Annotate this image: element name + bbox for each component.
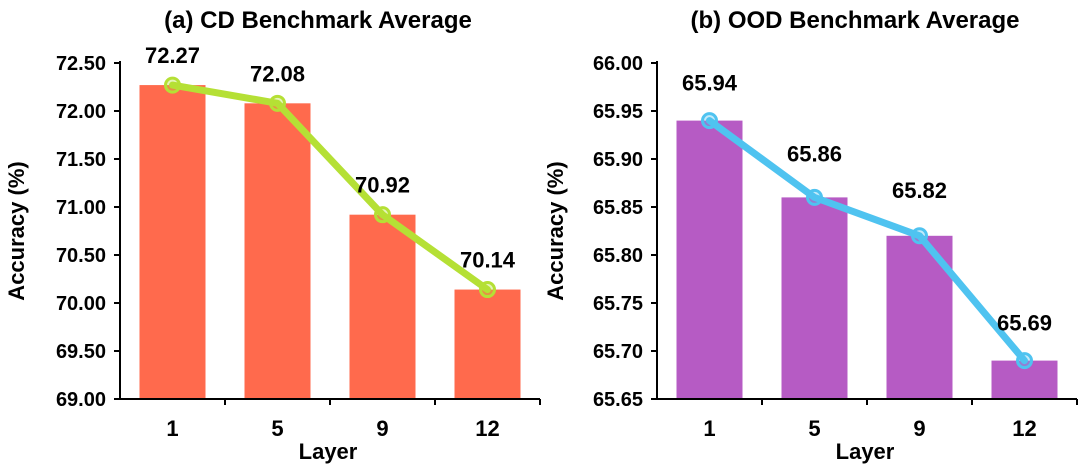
value-label: 65.82 — [892, 178, 947, 203]
y-tick-label: 72.00 — [56, 101, 106, 123]
value-label: 70.14 — [460, 248, 516, 273]
trend-point — [479, 281, 496, 299]
x-axis-label: Layer — [299, 439, 358, 464]
y-tick-label: 65.70 — [593, 341, 643, 363]
value-label: 70.92 — [355, 173, 410, 198]
chart-panel-b: (b) OOD Benchmark Average 65.65 65.70 65.75… — [543, 7, 1078, 464]
x-tick-label: 5 — [271, 416, 283, 441]
y-tick-label: 69.50 — [56, 341, 106, 363]
trend-point — [374, 206, 391, 224]
x-tick-label: 9 — [376, 416, 388, 441]
y-tick-label: 70.50 — [56, 245, 106, 267]
y-tick-label: 65.85 — [593, 197, 643, 219]
trend-point — [164, 76, 181, 94]
x-tick-label: 12 — [1012, 416, 1036, 441]
chart-title: (b) OOD Benchmark Average — [691, 7, 1020, 34]
y-axis-label: Accuracy (%) — [4, 161, 29, 300]
y-axis-label: Accuracy (%) — [543, 161, 568, 300]
trend-point — [269, 94, 286, 112]
x-tick-label: 12 — [475, 416, 499, 441]
chart-panel-a: (a) CD Benchmark Average 69.00 69.50 70.00 7… — [4, 7, 541, 464]
value-label: 72.08 — [250, 61, 305, 86]
bar-layer-5 — [244, 103, 311, 399]
y-tick-label: 71.50 — [56, 149, 106, 171]
value-label: 65.94 — [682, 71, 738, 96]
y-tick-label: 66.00 — [593, 53, 643, 75]
x-tick-label: 1 — [166, 416, 178, 441]
chart-title: (a) CD Benchmark Average — [164, 7, 472, 34]
y-tick-label: 71.00 — [56, 197, 106, 219]
bar-layer-1 — [139, 85, 206, 399]
bar-layer-5 — [781, 197, 848, 399]
y-tick-label: 65.80 — [593, 245, 643, 267]
trend-point — [1016, 352, 1033, 370]
trend-point — [806, 188, 823, 206]
bar-layer-9 — [349, 214, 416, 399]
value-label: 65.69 — [997, 311, 1052, 336]
trend-line — [706, 117, 1028, 365]
bar-layer-12 — [454, 289, 521, 399]
y-tick-label: 70.00 — [56, 293, 106, 315]
x-tick-label: 1 — [703, 416, 715, 441]
y-tick-label: 65.75 — [593, 293, 643, 315]
trend-point — [911, 227, 928, 245]
x-tick-label: 5 — [808, 416, 820, 441]
x-axis-label: Layer — [836, 439, 895, 464]
value-label: 72.27 — [145, 43, 200, 68]
y-tick-label: 65.95 — [593, 101, 643, 123]
trend-point — [701, 112, 718, 130]
y-tick-label: 69.00 — [56, 389, 106, 411]
y-tick-label: 72.50 — [56, 53, 106, 75]
value-label: 65.86 — [787, 141, 842, 166]
trend-line — [169, 81, 491, 294]
y-tick-label: 65.90 — [593, 149, 643, 171]
y-tick-label: 65.65 — [593, 389, 643, 411]
bar-layer-1 — [676, 120, 743, 399]
x-tick-label: 9 — [913, 416, 925, 441]
